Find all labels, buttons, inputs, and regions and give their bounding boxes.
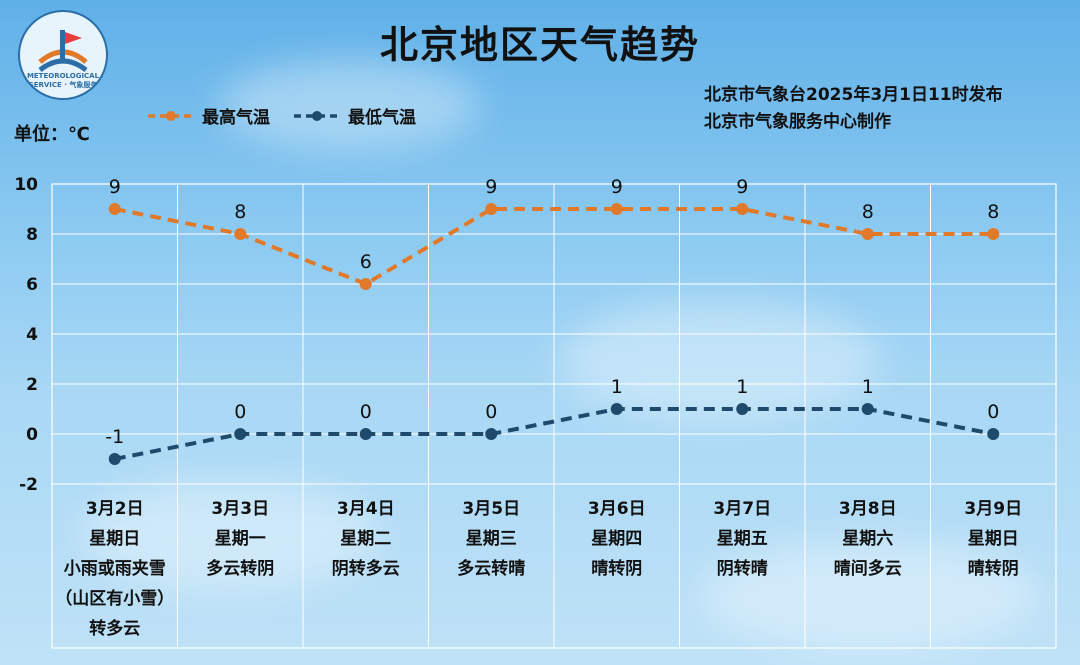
legend-item-low: 最低气温: [292, 103, 416, 128]
series-1-point-3: [485, 428, 498, 440]
publish-line-2: 北京市气象服务中心制作: [704, 112, 891, 132]
day-4-weekday: 星期四: [591, 529, 643, 549]
series-0-label-6: 8: [862, 201, 874, 223]
series-1-point-4: [610, 403, 623, 415]
day-5-date: 3月7日: [713, 499, 772, 519]
meteorological-service-logo: METEOROLOGICAL SERVICE · 气象服务: [18, 10, 108, 100]
series-0-label-3: 9: [485, 176, 497, 198]
day-3-date: 3月5日: [462, 499, 521, 519]
day-4-date: 3月6日: [587, 499, 646, 519]
series-1-label-0: -1: [105, 426, 124, 448]
y-tick-label-1: 0: [26, 425, 38, 445]
series-1-label-2: 0: [360, 401, 372, 423]
day-7-date: 3月9日: [964, 499, 1023, 519]
series-1-point-2: [359, 428, 372, 440]
day-0-weather-1: （山区有小雪）: [55, 589, 175, 609]
day-1-weekday: 星期一: [214, 529, 266, 549]
day-0-weekday: 星期日: [89, 529, 141, 549]
series-0-label-2: 6: [360, 251, 372, 273]
day-3-weekday: 星期三: [465, 529, 517, 549]
y-tick-label-4: 6: [26, 275, 38, 295]
series-1-label-3: 0: [485, 401, 497, 423]
chart-legend: 最高气温 最低气温: [146, 103, 416, 128]
day-2-date: 3月4日: [336, 499, 395, 519]
legend-label-low: 最低气温: [348, 108, 416, 128]
series-0-label-0: 9: [109, 176, 121, 198]
series-1-point-1: [234, 428, 247, 440]
series-1-label-6: 1: [862, 376, 874, 398]
series-0-point-2: [359, 278, 372, 290]
y-tick-label-3: 4: [26, 325, 38, 345]
day-5-weather-0: 阴转晴: [716, 559, 768, 579]
y-tick-label-2: 2: [26, 375, 38, 395]
series-0-label-4: 9: [611, 176, 623, 198]
publish-info: 北京市气象台2025年3月1日11时发布 北京市气象服务中心制作: [704, 82, 1003, 136]
page-title: 北京地区天气趋势: [379, 23, 700, 67]
series-line-1: [114, 407, 994, 461]
series-0-point-4: [610, 203, 623, 215]
y-tick-label-0: -2: [19, 475, 38, 495]
day-0-weather-0: 小雨或雨夹雪: [63, 559, 166, 579]
day-4-weather-0: 晴转阴: [591, 559, 643, 579]
y-tick-label-6: 10: [14, 175, 38, 195]
series-0-label-5: 9: [736, 176, 748, 198]
series-0-point-1: [234, 228, 247, 240]
day-2-weekday: 星期二: [340, 529, 392, 549]
series-0-label-7: 8: [987, 201, 999, 223]
series-0-point-3: [485, 203, 498, 215]
day-3-weather-0: 多云转晴: [457, 559, 526, 579]
day-6-date: 3月8日: [838, 499, 897, 519]
series-1-label-1: 0: [234, 401, 246, 423]
unit-label: 单位：℃: [14, 124, 90, 145]
day-6-weekday: 星期六: [842, 529, 894, 549]
series-line-0: [114, 207, 994, 287]
day-2-weather-0: 阴转多云: [331, 559, 400, 579]
publish-line-1: 北京市气象台2025年3月1日11时发布: [704, 85, 1003, 105]
series-0-point-6: [861, 228, 874, 240]
y-tick-label-5: 8: [26, 225, 38, 245]
day-1-date: 3月3日: [211, 499, 270, 519]
day-0-weather-2: 转多云: [89, 619, 141, 639]
legend-label-high: 最高气温: [202, 108, 270, 128]
series-1-point-6: [861, 403, 874, 415]
series-1-label-4: 1: [611, 376, 623, 398]
day-6-weather-0: 晴间多云: [833, 559, 902, 579]
day-1-weather-0: 多云转阴: [206, 559, 275, 579]
day-0-date: 3月2日: [85, 499, 144, 519]
series-1-label-7: 0: [987, 401, 999, 423]
day-5-weekday: 星期五: [716, 529, 768, 549]
series-0-label-1: 8: [234, 201, 246, 223]
series-1-point-5: [736, 403, 749, 415]
day-7-weekday: 星期日: [967, 529, 1019, 549]
logo-text: METEOROLOGICAL SERVICE · 气象服务: [26, 72, 100, 89]
day-7-weather-0: 晴转阴: [967, 559, 1019, 579]
series-0-point-0: [108, 203, 121, 215]
series-1-label-5: 1: [736, 376, 748, 398]
series-1-point-7: [987, 428, 1000, 440]
series-0-point-5: [736, 203, 749, 215]
series-0-point-7: [987, 228, 1000, 240]
legend-item-high: 最高气温: [146, 103, 270, 128]
series-1-point-0: [108, 453, 121, 465]
